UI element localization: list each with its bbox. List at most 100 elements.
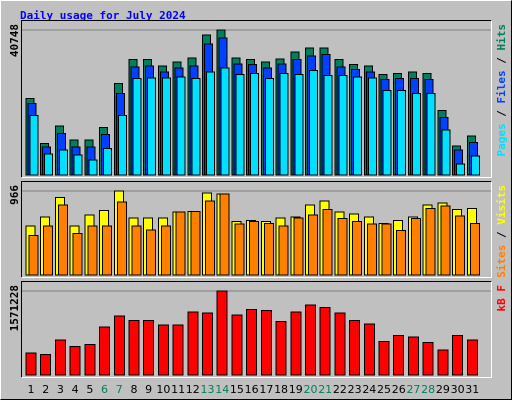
legend-entry: Hits <box>495 24 508 51</box>
bar <box>235 74 245 176</box>
x-tick-label: 15 <box>230 383 244 396</box>
panel-frame <box>21 281 492 378</box>
x-tick-label: 25 <box>377 383 391 396</box>
bar <box>323 75 333 176</box>
bar <box>294 74 304 176</box>
bar <box>234 223 245 276</box>
bar <box>103 147 113 176</box>
legend-entry: Visits <box>495 185 508 225</box>
bar <box>29 115 39 176</box>
bar <box>279 73 289 176</box>
bar <box>147 77 157 176</box>
panel-frame <box>21 181 492 278</box>
x-tick-label: 18 <box>274 383 288 396</box>
x-tick-label: 21 <box>318 383 332 396</box>
bar <box>260 309 272 376</box>
bar <box>72 232 83 276</box>
bar <box>470 155 480 176</box>
bar <box>190 210 201 276</box>
x-tick-label: 8 <box>130 383 137 396</box>
bar <box>275 320 287 376</box>
bar <box>382 90 392 176</box>
x-tick-label: 30 <box>451 383 465 396</box>
bar <box>160 225 171 276</box>
bar <box>175 211 186 276</box>
legend-separator: / <box>495 225 508 245</box>
bar <box>143 320 155 376</box>
x-tick-label: 12 <box>186 383 200 396</box>
bar <box>352 220 363 276</box>
bar <box>264 78 274 176</box>
x-tick-label: 22 <box>333 383 347 396</box>
panel-frame <box>21 20 492 178</box>
x-tick-label: 26 <box>392 383 406 396</box>
x-tick-label: 6 <box>101 383 108 396</box>
bar <box>396 230 407 276</box>
bar <box>131 225 142 276</box>
bar <box>87 225 98 276</box>
bar <box>220 67 230 176</box>
x-tick-label: 10 <box>156 383 170 396</box>
bar <box>304 304 316 376</box>
bar <box>338 75 348 176</box>
bar <box>73 154 83 176</box>
legend: kB F <box>495 285 508 312</box>
x-tick-label: 20 <box>303 383 317 396</box>
bar <box>452 334 464 376</box>
bar <box>410 218 421 276</box>
bar <box>249 220 260 276</box>
bar <box>293 217 304 276</box>
legend-entry: Files <box>495 70 508 103</box>
bar <box>117 115 127 176</box>
bar <box>407 336 419 376</box>
bar <box>308 70 318 176</box>
x-tick-label: 29 <box>436 383 450 396</box>
bar <box>40 354 52 376</box>
bar <box>132 78 142 176</box>
bar <box>44 153 54 176</box>
panel-frame <box>21 20 492 178</box>
bar <box>54 339 66 376</box>
bar <box>440 205 451 276</box>
bar <box>206 71 216 176</box>
x-tick-label: 5 <box>86 383 93 396</box>
bar <box>161 77 171 176</box>
bar <box>425 208 436 276</box>
bar <box>307 214 318 276</box>
bar <box>456 163 466 176</box>
bar <box>397 90 407 176</box>
x-tick-label: 17 <box>259 383 273 396</box>
bar <box>231 314 243 376</box>
y-tick-label: 1571228 <box>8 285 21 331</box>
bar <box>319 307 331 376</box>
bar <box>363 323 375 376</box>
x-tick-label: 14 <box>215 383 229 396</box>
x-tick-label: 1 <box>28 383 35 396</box>
bar <box>88 159 98 176</box>
bar <box>337 218 348 276</box>
bar <box>411 93 421 176</box>
bar <box>128 320 140 376</box>
bar <box>366 223 377 276</box>
x-tick-label: 3 <box>57 383 64 396</box>
legend-entry: Pages <box>495 123 508 156</box>
bar <box>202 312 214 376</box>
bar <box>216 290 228 376</box>
x-tick-label: 19 <box>289 383 303 396</box>
bar <box>172 324 184 376</box>
bar <box>378 341 390 376</box>
bar <box>290 311 302 376</box>
bar <box>353 76 363 176</box>
x-tick-label: 13 <box>201 383 215 396</box>
bar <box>113 315 125 376</box>
x-tick-label: 7 <box>116 383 123 396</box>
panel-frame <box>21 281 492 378</box>
bar <box>437 349 449 376</box>
x-tick-label: 4 <box>72 383 79 396</box>
bar <box>441 129 451 176</box>
bar <box>69 345 81 376</box>
legend-separator: / <box>495 51 508 71</box>
x-tick-label: 9 <box>145 383 152 396</box>
